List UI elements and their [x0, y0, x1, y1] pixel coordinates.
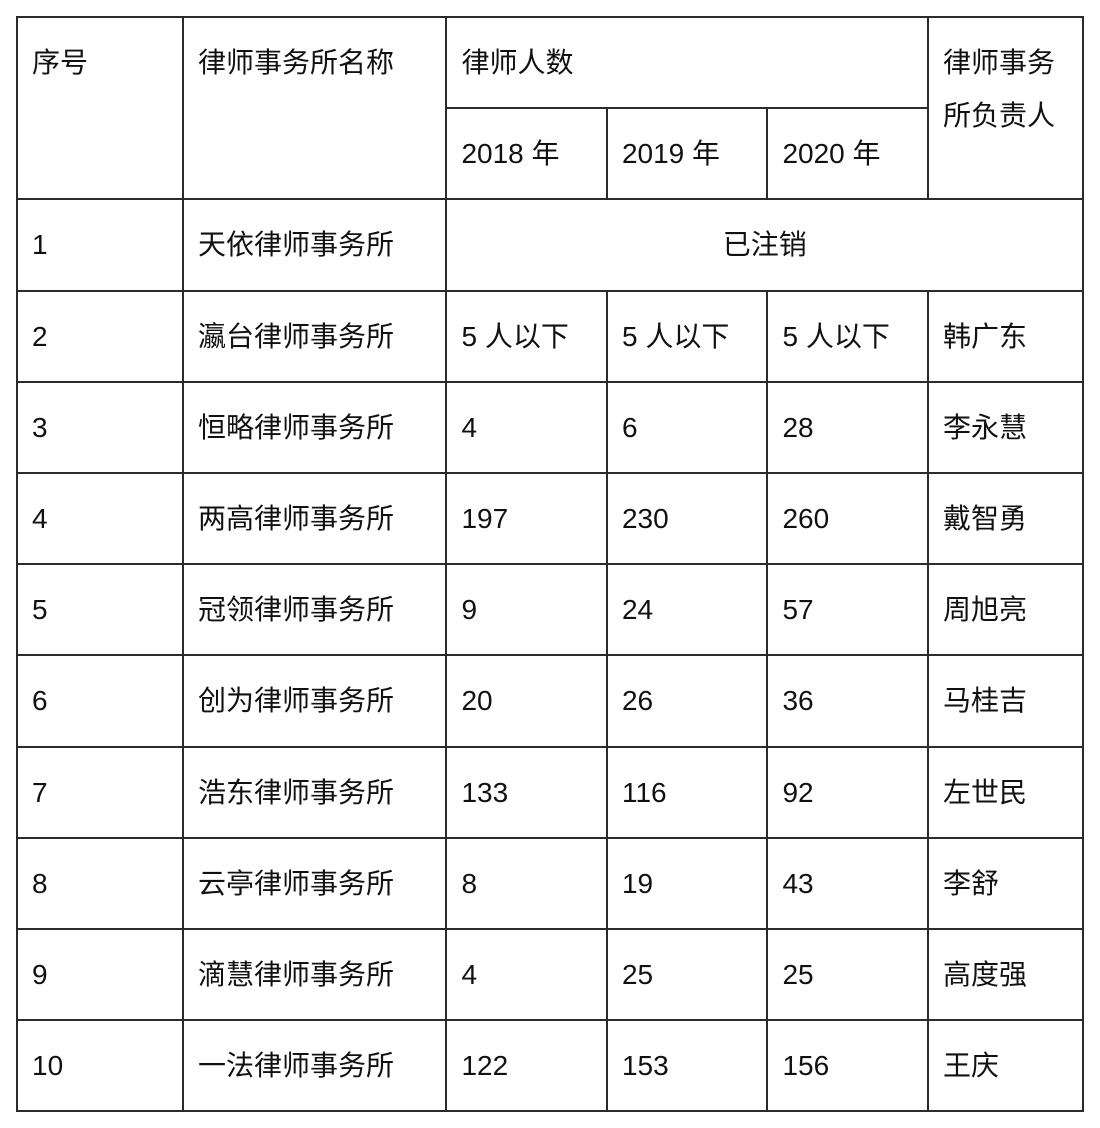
- header-no: 序号: [17, 17, 183, 199]
- cell-owner: 王庆: [928, 1020, 1083, 1111]
- header-year-2020: 2020 年: [767, 108, 928, 199]
- table-body: 1 天依律师事务所 已注销 2 瀛台律师事务所 5 人以下 5 人以下 5 人以…: [17, 199, 1083, 1111]
- table-row: 10 一法律师事务所 122 153 156 王庆: [17, 1020, 1083, 1111]
- table-row: 2 瀛台律师事务所 5 人以下 5 人以下 5 人以下 韩广东: [17, 291, 1083, 382]
- cell-owner: 马桂吉: [928, 655, 1083, 746]
- cell-y2018: 4: [446, 929, 607, 1020]
- cell-y2018: 20: [446, 655, 607, 746]
- cell-y2018: 8: [446, 838, 607, 929]
- header-year-2018: 2018 年: [446, 108, 607, 199]
- cell-owner: 李永慧: [928, 382, 1083, 473]
- cell-owner: 戴智勇: [928, 473, 1083, 564]
- cell-no: 7: [17, 747, 183, 838]
- cell-no: 10: [17, 1020, 183, 1111]
- cell-y2018: 5 人以下: [446, 291, 607, 382]
- cell-y2018: 122: [446, 1020, 607, 1111]
- cell-y2019: 6: [607, 382, 768, 473]
- cell-y2020: 5 人以下: [767, 291, 928, 382]
- header-lawyer-count: 律师人数: [446, 17, 928, 108]
- cell-firm: 冠领律师事务所: [183, 564, 446, 655]
- law-firm-table: 序号 律师事务所名称 律师人数 律师事务所负责人 2018 年 2019 年 2…: [16, 16, 1084, 1112]
- cell-y2020: 25: [767, 929, 928, 1020]
- cell-y2019: 25: [607, 929, 768, 1020]
- cell-firm: 浩东律师事务所: [183, 747, 446, 838]
- cell-no: 2: [17, 291, 183, 382]
- cell-owner: 韩广东: [928, 291, 1083, 382]
- cell-y2020: 36: [767, 655, 928, 746]
- cell-y2019: 19: [607, 838, 768, 929]
- cell-y2019: 24: [607, 564, 768, 655]
- cell-owner: 左世民: [928, 747, 1083, 838]
- cell-y2018: 133: [446, 747, 607, 838]
- table-row: 3 恒略律师事务所 4 6 28 李永慧: [17, 382, 1083, 473]
- cell-no: 5: [17, 564, 183, 655]
- table-row: 8 云亭律师事务所 8 19 43 李舒: [17, 838, 1083, 929]
- cell-firm: 创为律师事务所: [183, 655, 446, 746]
- cell-owner: 周旭亮: [928, 564, 1083, 655]
- cell-no: 8: [17, 838, 183, 929]
- cell-y2018: 197: [446, 473, 607, 564]
- cell-firm: 天依律师事务所: [183, 199, 446, 290]
- cell-no: 1: [17, 199, 183, 290]
- header-firm-name: 律师事务所名称: [183, 17, 446, 199]
- cell-y2020: 260: [767, 473, 928, 564]
- cell-no: 3: [17, 382, 183, 473]
- table-row: 1 天依律师事务所 已注销: [17, 199, 1083, 290]
- cell-firm: 云亭律师事务所: [183, 838, 446, 929]
- cell-owner: 高度强: [928, 929, 1083, 1020]
- table-row: 7 浩东律师事务所 133 116 92 左世民: [17, 747, 1083, 838]
- cell-y2018: 4: [446, 382, 607, 473]
- cell-firm: 滴慧律师事务所: [183, 929, 446, 1020]
- cell-y2019: 26: [607, 655, 768, 746]
- table-row: 9 滴慧律师事务所 4 25 25 高度强: [17, 929, 1083, 1020]
- cell-y2019: 230: [607, 473, 768, 564]
- table-row: 4 两高律师事务所 197 230 260 戴智勇: [17, 473, 1083, 564]
- table-header: 序号 律师事务所名称 律师人数 律师事务所负责人 2018 年 2019 年 2…: [17, 17, 1083, 199]
- cell-y2019: 153: [607, 1020, 768, 1111]
- table-row: 5 冠领律师事务所 9 24 57 周旭亮: [17, 564, 1083, 655]
- cell-y2019: 5 人以下: [607, 291, 768, 382]
- cell-firm: 两高律师事务所: [183, 473, 446, 564]
- cell-firm: 一法律师事务所: [183, 1020, 446, 1111]
- cell-y2019: 116: [607, 747, 768, 838]
- cell-y2018: 9: [446, 564, 607, 655]
- cell-no: 4: [17, 473, 183, 564]
- cell-firm: 瀛台律师事务所: [183, 291, 446, 382]
- cell-no: 6: [17, 655, 183, 746]
- cell-y2020: 57: [767, 564, 928, 655]
- cell-y2020: 28: [767, 382, 928, 473]
- cell-y2020: 43: [767, 838, 928, 929]
- cell-owner: 李舒: [928, 838, 1083, 929]
- header-year-2019: 2019 年: [607, 108, 768, 199]
- cell-y2020: 156: [767, 1020, 928, 1111]
- header-owner: 律师事务所负责人: [928, 17, 1083, 199]
- cell-no: 9: [17, 929, 183, 1020]
- cell-merged-status: 已注销: [446, 199, 1083, 290]
- table-row: 6 创为律师事务所 20 26 36 马桂吉: [17, 655, 1083, 746]
- cell-firm: 恒略律师事务所: [183, 382, 446, 473]
- cell-y2020: 92: [767, 747, 928, 838]
